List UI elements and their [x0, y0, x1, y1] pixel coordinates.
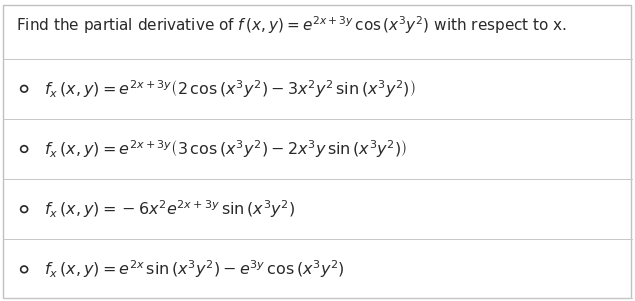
Text: $f_x\,(x, y) = -6x^2 e^{2x+3y}\,\mathrm{sin}\,(x^3 y^2)$: $f_x\,(x, y) = -6x^2 e^{2x+3y}\,\mathrm{…	[44, 198, 296, 220]
Text: $f_x\,(x, y) = e^{2x+3y}\left(3\,\mathrm{cos}\,(x^3 y^2) - 2x^3 y\,\mathrm{sin}\: $f_x\,(x, y) = e^{2x+3y}\left(3\,\mathrm…	[44, 138, 408, 160]
Text: Find the partial derivative of $f\,(x, y) = e^{2x+3y}\,\mathrm{cos}\,(x^3 y^2)$ : Find the partial derivative of $f\,(x, y…	[16, 15, 567, 36]
Text: $f_x\,(x, y) = e^{2x}\,\mathrm{sin}\,(x^3 y^2) - e^{3y}\,\mathrm{cos}\,(x^3 y^2): $f_x\,(x, y) = e^{2x}\,\mathrm{sin}\,(x^…	[44, 259, 345, 280]
Text: $f_x\,(x, y) = e^{2x+3y}\left(2\,\mathrm{cos}\,(x^3 y^2) - 3x^2 y^2\,\mathrm{sin: $f_x\,(x, y) = e^{2x+3y}\left(2\,\mathrm…	[44, 78, 416, 100]
